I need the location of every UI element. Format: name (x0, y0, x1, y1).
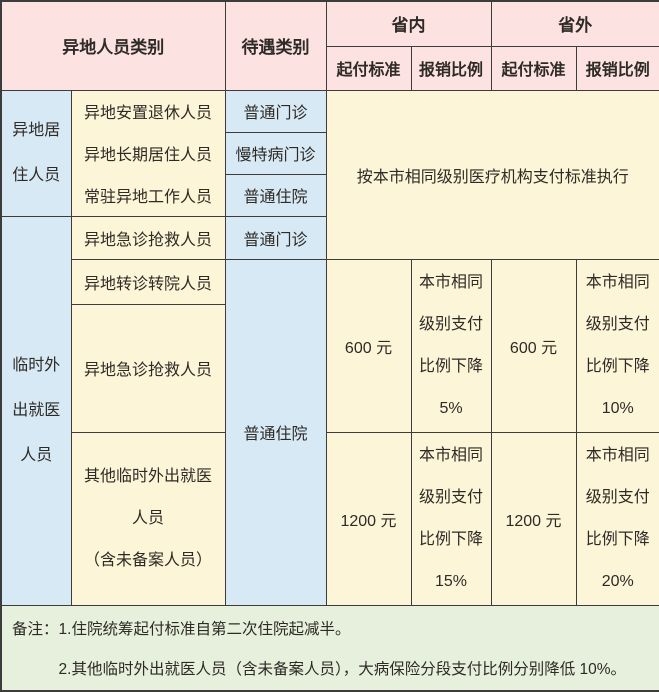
other-in-deductible: 1200 元 (325, 431, 412, 606)
remarks-label: 备注： (12, 620, 59, 638)
other-out-ratio: 本市相同 级别支付 比例下降 20% (575, 431, 659, 606)
resident-row-treatment-2: 普通住院 (224, 173, 327, 217)
referral-in-ratio: 本市相同 级别支付 比例下降 5% (410, 258, 492, 433)
header-out-deductible: 起付标准 (490, 45, 577, 91)
referral-in-deductible: 600 元 (325, 258, 412, 433)
header-out-province: 省外 (490, 0, 659, 47)
temporary-referral-name: 异地转诊转院人员 (70, 258, 226, 305)
temporary-emergency-outpatient-treatment: 普通门诊 (224, 215, 327, 260)
group-label-temporary: 临时外 出就医 人员 (0, 215, 72, 606)
resident-row-name-1: 异地长期居住人员 (70, 131, 226, 174)
temporary-hospital-treatment: 普通住院 (224, 258, 327, 606)
remark-item-2: 2.其他临时外出就医人员（含未备案人员），大病保险分段支付比例分别降低 10%。 (58, 660, 627, 678)
referral-out-deductible: 600 元 (490, 258, 577, 433)
header-person-category: 异地人员类别 (0, 0, 226, 91)
header-out-reimbursement: 报销比例 (575, 45, 659, 91)
temporary-other-name: 其他临时外出就医 人员 （含未备案人员） (70, 431, 226, 606)
policy-merged-cell: 按本市相同级别医疗机构支付标准执行 (325, 89, 659, 260)
temporary-emergency-name: 异地急诊抢救人员 (70, 303, 226, 433)
remark-item-1: 1.住院统筹起付标准自第二次住院起减半。 (58, 620, 351, 638)
referral-out-ratio: 本市相同 级别支付 比例下降 10% (575, 258, 659, 433)
resident-row-treatment-0: 普通门诊 (224, 89, 327, 133)
header-in-deductible: 起付标准 (325, 45, 412, 91)
resident-row-name-2: 常驻异地工作人员 (70, 173, 226, 217)
resident-row-name-0: 异地安置退休人员 (70, 89, 226, 132)
group-label-resident: 异地居 住人员 (0, 89, 72, 217)
remarks-cell: 备注： 1.住院统筹起付标准自第二次住院起减半。 2.其他临时外出就医人员（含未… (0, 604, 659, 691)
other-out-deductible: 1200 元 (490, 431, 577, 606)
remarks-list: 1.住院统筹起付标准自第二次住院起减半。 2.其他临时外出就医人员（含未备案人员… (59, 618, 649, 682)
header-in-province: 省内 (325, 0, 492, 47)
resident-row-treatment-1: 慢特病门诊 (224, 131, 327, 175)
temporary-emergency-outpatient-name: 异地急诊抢救人员 (70, 215, 226, 260)
header-treatment-category: 待遇类别 (224, 0, 327, 91)
header-in-reimbursement: 报销比例 (410, 45, 492, 91)
other-in-ratio: 本市相同 级别支付 比例下降 15% (410, 431, 492, 606)
remarks: 备注： 1.住院统筹起付标准自第二次住院起减半。 2.其他临时外出就医人员（含未… (12, 618, 649, 682)
